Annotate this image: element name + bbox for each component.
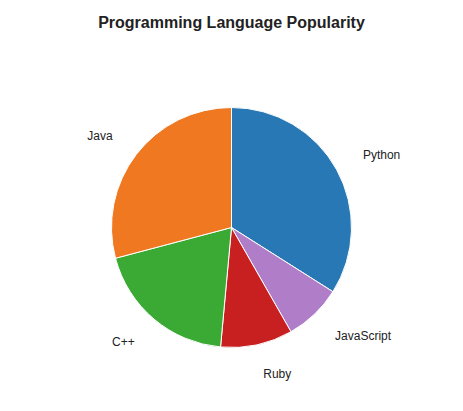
pie-slice (221, 228, 291, 348)
slice-label: JavaScript (335, 329, 392, 343)
slice-label: Python (363, 148, 400, 162)
chart-title: Programming Language Popularity (98, 14, 365, 31)
slices (111, 108, 351, 348)
chart-container: Programming Language Popularity Python Jav… (0, 0, 463, 411)
chart-svg: Programming Language Popularity Python Jav… (0, 0, 463, 411)
pie-slice (111, 108, 231, 259)
slice-labels: Python JavaScript Ruby C++ Java (87, 129, 400, 381)
slice-label: C++ (112, 335, 135, 349)
pie-group: Python JavaScript Ruby C++ Java (87, 108, 400, 382)
slice-label: Java (87, 129, 113, 143)
slice-label: Ruby (263, 367, 291, 381)
